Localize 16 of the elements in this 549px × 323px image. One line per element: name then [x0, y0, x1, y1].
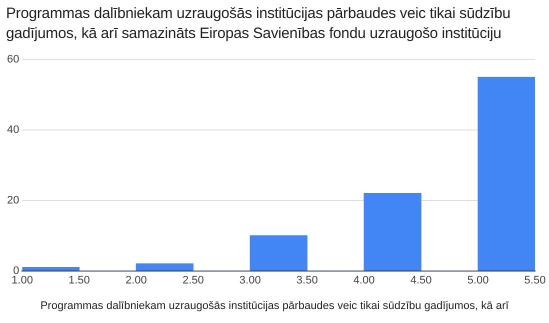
- x-tick-label: 1.50: [68, 274, 90, 286]
- x-tick-label: 1.00: [12, 274, 33, 286]
- x-axis-title: Programmas dalībniekam uzraugošās institūcijas pārbaudes veic tikai sūdzību gadījumos, kā arī: [39, 300, 510, 312]
- y-tick-label: 0: [13, 264, 20, 277]
- y-tick-label: 60: [6, 54, 20, 66]
- x-tick-label: 2.00: [125, 274, 147, 286]
- x-tick-label: 2.50: [182, 274, 204, 286]
- x-tick-label: 5.50: [524, 274, 546, 286]
- chart-title: Programmas dalībniekam uzraugošās institūcijas pārbaudes veic tikai sūdzību gadījumos, kā arī samazināts Eiropas Savienības fondu uzraugošo institūciju: [6, 4, 512, 44]
- x-tick-label: 3.50: [296, 274, 318, 286]
- x-tick-label: 3.00: [239, 274, 261, 286]
- y-tick-label: 40: [6, 124, 20, 136]
- x-tick-label: 4.00: [353, 274, 375, 286]
- y-tick-label: 20: [6, 194, 20, 206]
- x-tick-label: 5.00: [467, 274, 489, 286]
- x-tick-label: 4.50: [410, 274, 432, 286]
